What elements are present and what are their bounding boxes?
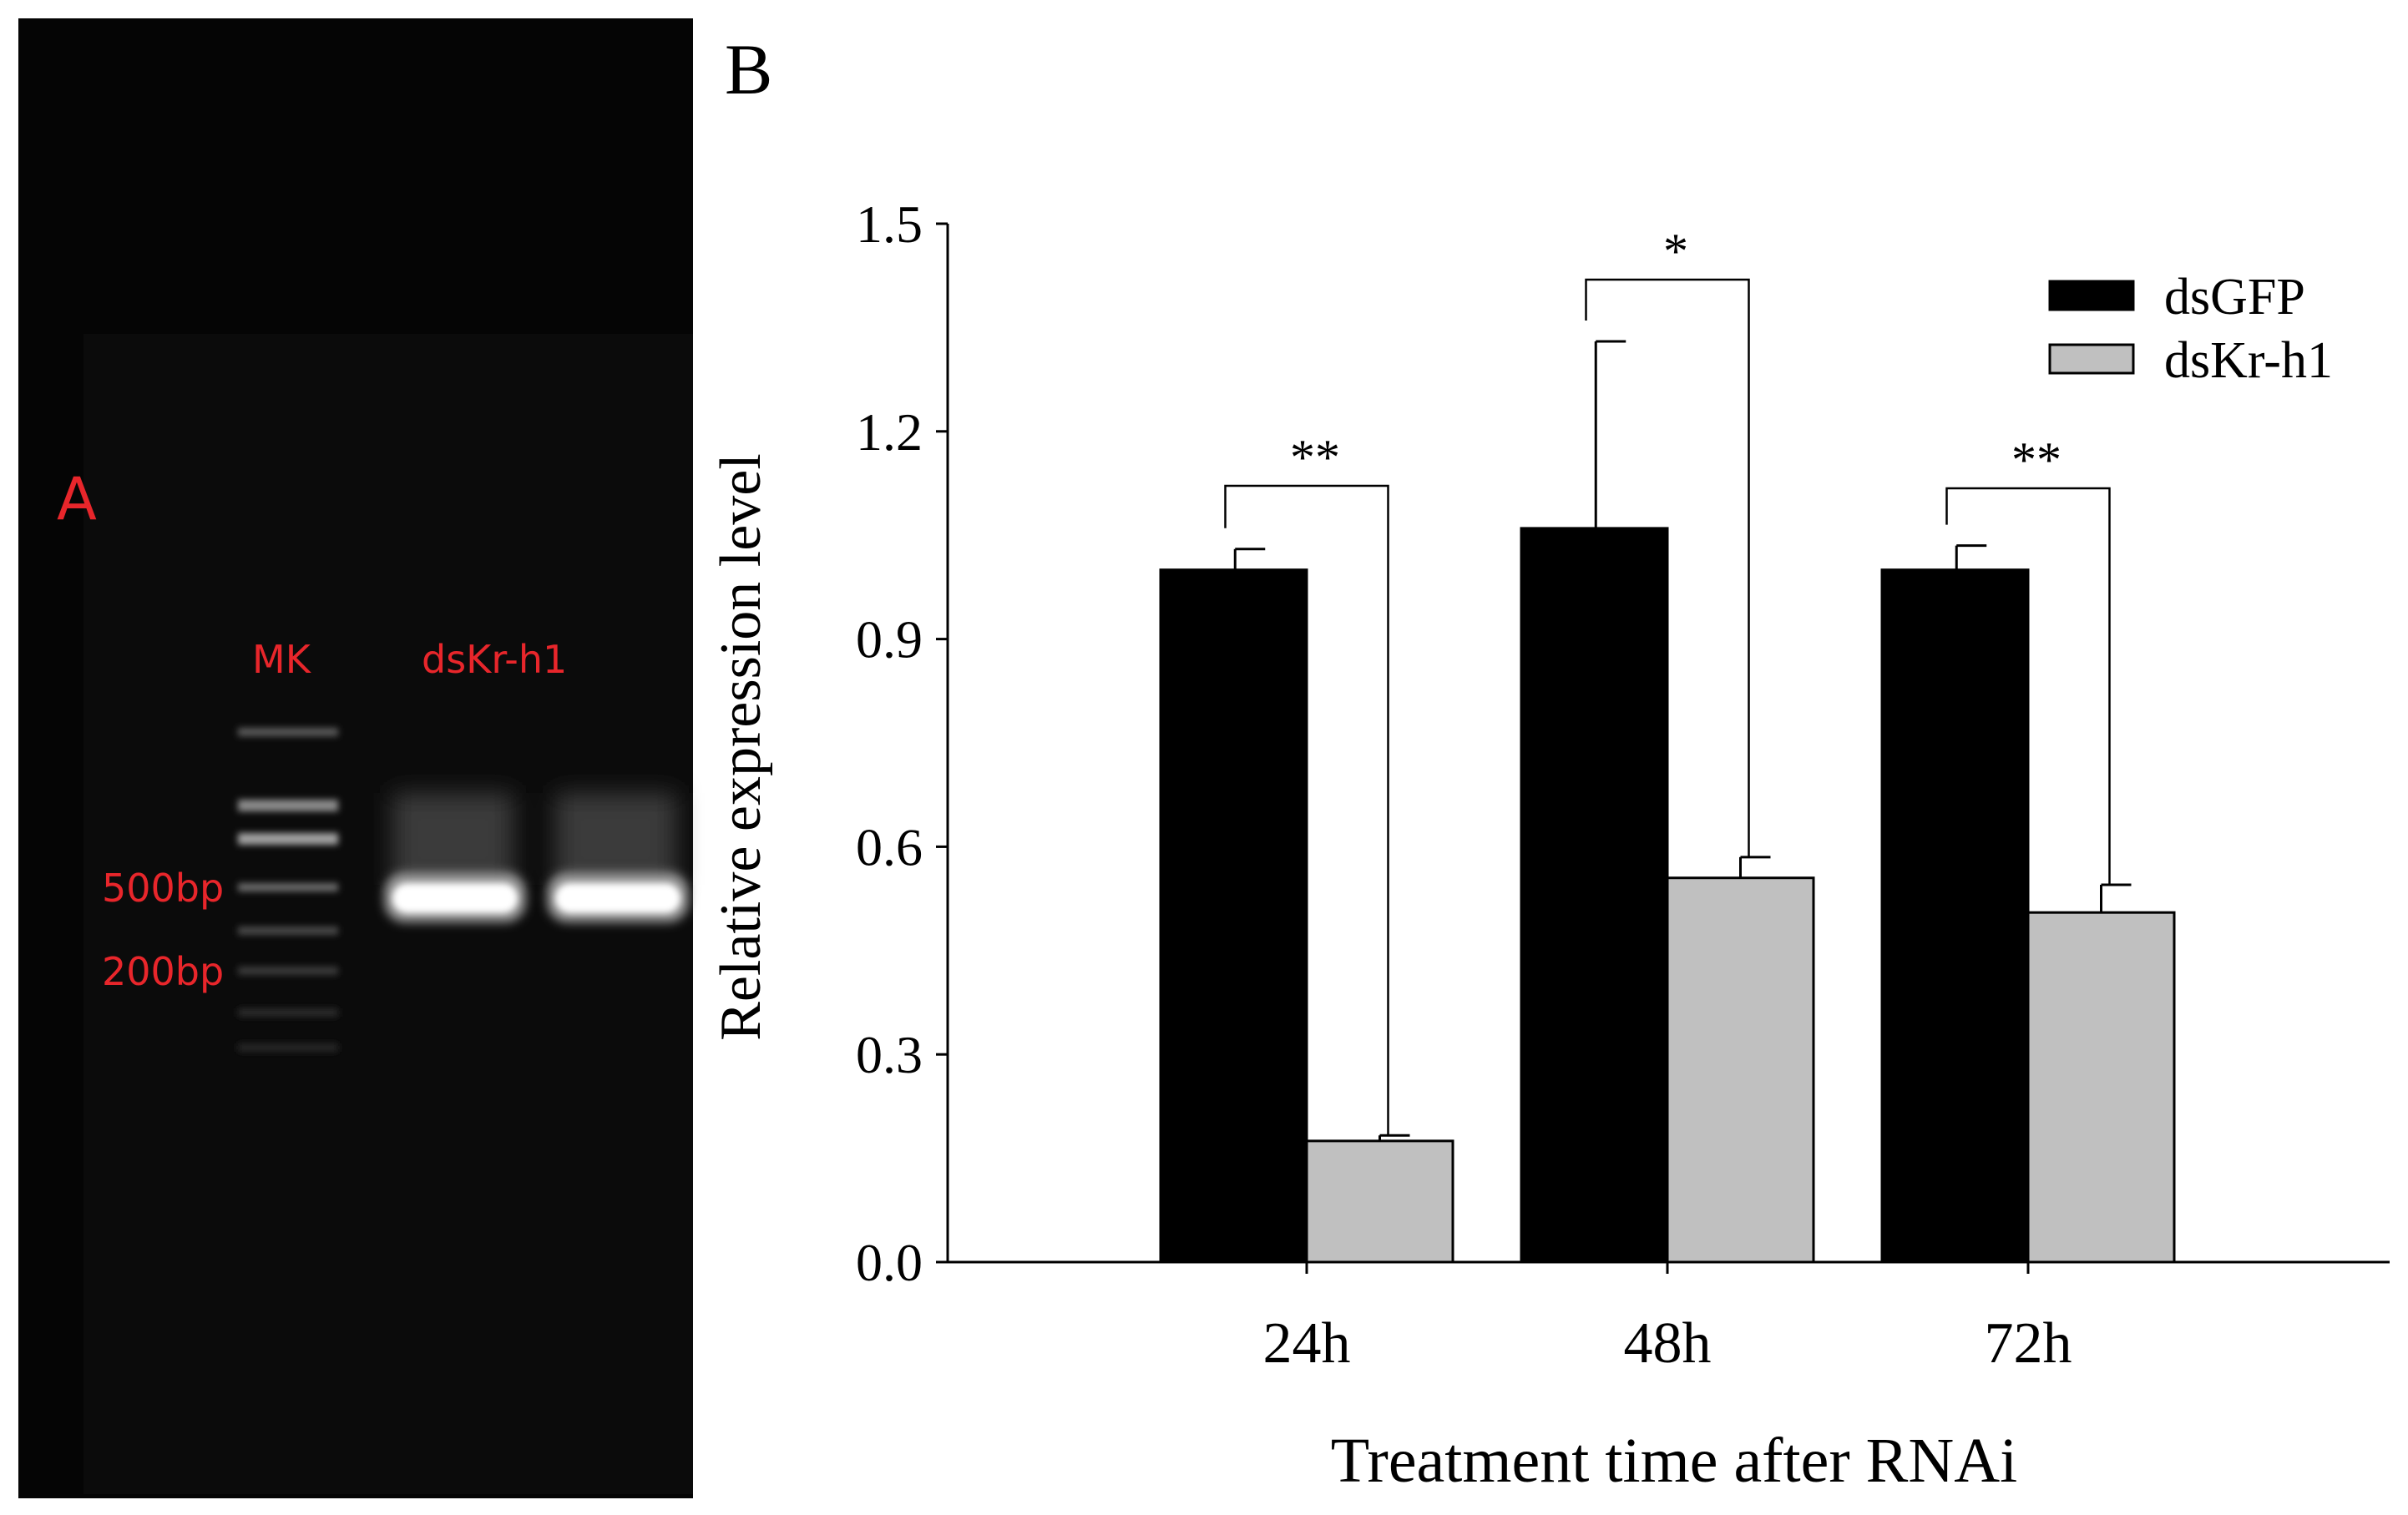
sample-smear bbox=[392, 793, 676, 885]
ladder-band bbox=[238, 833, 338, 845]
bar-dsKr-h1-24h bbox=[1305, 1139, 1454, 1264]
y-tick-label: 1.5 bbox=[856, 194, 923, 254]
significance-label-48h: * bbox=[1663, 224, 1688, 279]
significance-bracket-24h bbox=[1224, 484, 1389, 1136]
significance-bracket-48h bbox=[1585, 278, 1750, 857]
x-axis-label: Treatment time after RNAi bbox=[1331, 1426, 2017, 1496]
size-label-500bp: 500bp bbox=[102, 866, 224, 911]
legend-label-dsKr-h1: dsKr-h1 bbox=[2164, 332, 2333, 389]
error-bars bbox=[1233, 340, 2132, 1141]
y-tick-label: 0.0 bbox=[856, 1233, 923, 1292]
x-tick-label-72h: 72h bbox=[1985, 1311, 2072, 1376]
legend-label-dsGFP: dsGFP bbox=[2164, 269, 2305, 326]
legend-swatch-dsKr-h1 bbox=[2048, 343, 2135, 375]
ladder-band bbox=[238, 883, 338, 891]
y-tick-label: 1.2 bbox=[856, 402, 923, 462]
bar-dsGFP-72h bbox=[1880, 568, 2030, 1264]
lane-label-marker: MK bbox=[252, 637, 312, 682]
bar-dsGFP-24h bbox=[1159, 568, 1308, 1264]
sample-bands bbox=[384, 872, 689, 922]
size-label-200bp: 200bp bbox=[102, 949, 224, 994]
x-tick-label-48h: 48h bbox=[1624, 1311, 1712, 1376]
lane-label-sample: dsKr-h1 bbox=[422, 637, 567, 682]
legend-swatch-dsGFP bbox=[2048, 280, 2135, 311]
ladder-band bbox=[238, 728, 338, 736]
sample-band-1 bbox=[392, 883, 518, 913]
legend: dsGFP dsKr-h1 bbox=[2048, 269, 2333, 389]
panel-b-letter: B bbox=[725, 29, 772, 109]
sample-band-2 bbox=[555, 883, 680, 913]
panel-a-letter: A bbox=[57, 465, 97, 533]
significance-brackets: ***** bbox=[1224, 224, 2111, 1136]
bar-dsKr-h1-72h bbox=[2026, 911, 2176, 1264]
bar-dsGFP-48h bbox=[1520, 527, 1669, 1264]
y-axis-ticks: 0.0 0.3 0.6 0.9 1.2 1.5 bbox=[856, 194, 948, 1292]
x-tick-label-24h: 24h bbox=[1263, 1311, 1351, 1376]
ladder-band bbox=[238, 967, 338, 975]
ladder-band bbox=[238, 1043, 338, 1052]
significance-label-24h: ** bbox=[1290, 430, 1340, 485]
ladder-band bbox=[238, 1008, 338, 1017]
y-tick-label: 0.9 bbox=[856, 610, 923, 669]
marker-ladder bbox=[238, 728, 338, 1052]
significance-label-72h: ** bbox=[2011, 432, 2061, 487]
bar-dsKr-h1-48h bbox=[1666, 876, 1815, 1264]
ladder-band bbox=[238, 927, 338, 935]
significance-bracket-72h bbox=[1945, 487, 2111, 886]
ladder-band bbox=[238, 800, 338, 811]
y-tick-label: 0.3 bbox=[856, 1025, 923, 1084]
bar-series bbox=[1159, 527, 2176, 1264]
y-axis-label: Relative expression level bbox=[709, 453, 773, 1041]
x-axis-ticks: 24h 48h 72h bbox=[1263, 1262, 2072, 1376]
y-tick-label: 0.6 bbox=[856, 817, 923, 876]
